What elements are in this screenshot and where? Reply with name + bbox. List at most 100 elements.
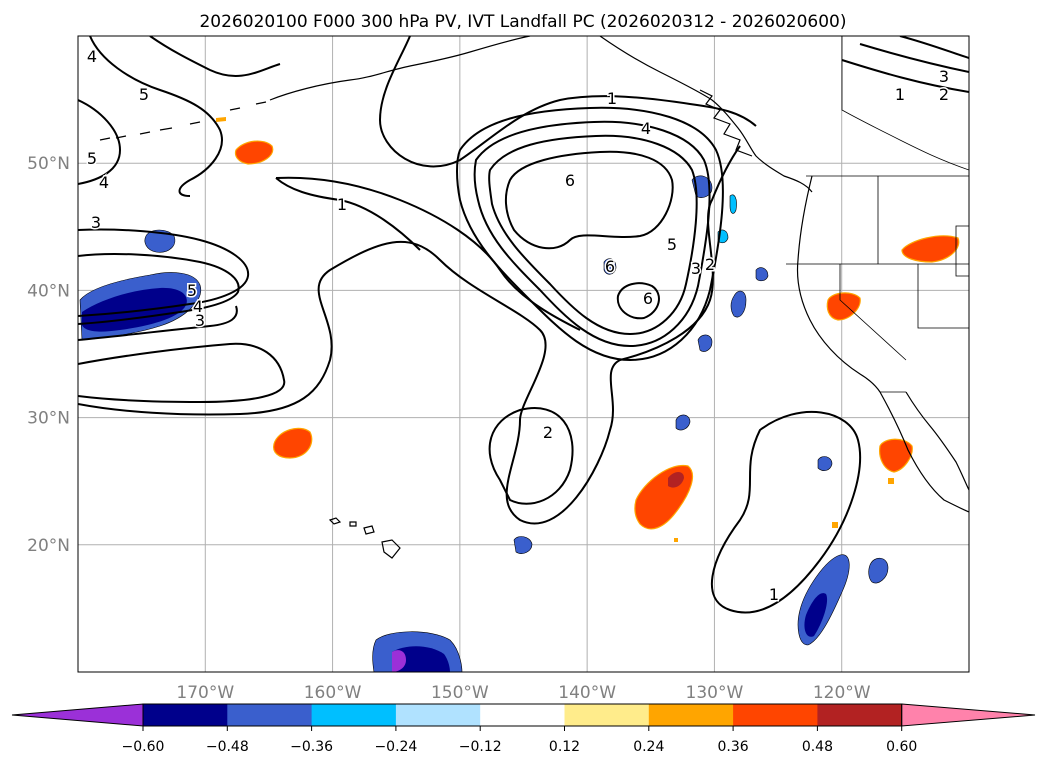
anomaly-patch-small-west — [144, 229, 176, 253]
anomaly-patch-mid — [513, 536, 533, 554]
anomaly-patch-small3 — [755, 267, 769, 282]
colorbar-segment — [395, 704, 481, 726]
contour-label: 4 — [193, 297, 203, 316]
contour-northwest — [89, 36, 223, 197]
colorbar-segment — [648, 704, 734, 726]
political-borders — [786, 36, 969, 393]
gridlines — [78, 36, 969, 672]
colorbar-tick-label: 0.60 — [886, 739, 917, 755]
colorbar-extend-high — [901, 703, 1036, 727]
lat-tick-label: 50°N — [27, 154, 70, 174]
lon-tick-label: 120°W — [813, 683, 871, 703]
contour-ring-6a — [504, 150, 674, 250]
contour-2-ring — [488, 407, 574, 505]
contour-label: 3 — [939, 67, 949, 86]
lon-tick-label: 160°W — [304, 683, 362, 703]
anomaly-patch-dot2 — [832, 522, 838, 528]
colorbar-tick-label: 0.12 — [549, 739, 580, 755]
negative-anomaly-patches — [79, 175, 889, 672]
contour-ring-2 — [473, 120, 711, 348]
colorbar-segment — [480, 704, 565, 726]
lat-tick-label: 40°N — [27, 281, 70, 301]
anomaly-patch-dot1 — [674, 538, 678, 542]
contour-label: 1 — [769, 585, 779, 604]
longitude-tick-labels: 170°W 160°W 150°W 140°W 130°W 120°W — [176, 683, 870, 703]
map-frame — [77, 35, 970, 673]
colorbar-tick-label: −0.12 — [459, 739, 502, 755]
anomaly-patch-hawaii-north — [273, 427, 313, 459]
bc-coast — [699, 89, 753, 157]
colorbar-outline — [142, 703, 903, 727]
contour-label: 6 — [605, 257, 615, 276]
contour-label: 4 — [641, 119, 651, 138]
anomaly-patch-coast2 — [697, 334, 713, 352]
state-borders — [786, 176, 969, 361]
colorbar-segment — [564, 704, 650, 726]
contour-label: 3 — [91, 213, 101, 232]
contour-west-4 — [78, 305, 238, 341]
positive-anomaly-patches — [216, 117, 960, 542]
contour-west-2 — [78, 253, 240, 325]
contour-label: 3 — [195, 311, 205, 330]
contour-ne-3 — [899, 36, 969, 59]
contour-label: 2 — [543, 423, 553, 442]
contour-center-band-2 — [275, 177, 421, 251]
anomaly-patch-great-basin — [901, 235, 960, 263]
coastlines — [99, 36, 969, 559]
contour-west-1 — [78, 228, 250, 317]
colorbar-segment — [311, 704, 397, 726]
colorbar-tick-label: −0.48 — [206, 739, 249, 755]
anomaly-patch-small4 — [603, 258, 617, 275]
anomaly-patch-south-purple — [392, 650, 406, 672]
anomaly-patch-coast1 — [730, 290, 747, 318]
contour-1-north — [378, 36, 757, 168]
contour-label: 6 — [643, 289, 653, 308]
colorbar-tick-label: 0.48 — [802, 739, 833, 755]
contour-label: 1 — [607, 89, 617, 108]
contour-label: 5 — [187, 281, 197, 300]
colorbar-segment — [227, 704, 313, 726]
anomaly-patch-central — [634, 464, 693, 530]
colorbar-extend-low — [11, 703, 144, 727]
lat-tick-label: 20°N — [27, 536, 70, 556]
lon-tick-label: 130°W — [686, 683, 744, 703]
lon-tick-label: 150°W — [431, 683, 489, 703]
anomaly-patch-central-core — [668, 472, 684, 488]
colorbar-segment — [817, 704, 903, 726]
contour-ring-1 — [456, 106, 724, 362]
lon-tick-label: 170°W — [176, 683, 234, 703]
latitude-tick-labels: 50°N 40°N 30°N 20°N — [27, 154, 70, 556]
contour-label: 3 — [691, 259, 701, 278]
anomaly-patch-small1 — [675, 414, 691, 431]
contour-label: 1 — [895, 85, 905, 104]
contour-southeast — [710, 410, 862, 614]
anomaly-patch-small6 — [729, 194, 737, 214]
colorbar-segment — [733, 704, 818, 726]
anomaly-patch-southeast-core — [804, 593, 828, 637]
contour-label: 5 — [667, 235, 677, 254]
contour-nw-3 — [78, 99, 122, 185]
aleutian-islands — [99, 101, 267, 141]
anomaly-patch-dot3 — [888, 478, 894, 484]
colorbar-segment — [143, 704, 228, 726]
contour-ne-2 — [859, 43, 969, 73]
anomaly-patch-aleutian — [234, 140, 274, 165]
contour-label: 5 — [139, 85, 149, 104]
anomaly-patch-socal — [879, 438, 913, 473]
contour-center-band — [275, 176, 581, 331]
contour-label: 2 — [705, 255, 715, 274]
contour-ring-6b — [616, 282, 660, 320]
alaska-panhandle — [599, 36, 813, 193]
map-title: 2026020100 F000 300 hPa PV, IVT Landfall… — [199, 12, 846, 32]
alaska-coast — [269, 36, 531, 101]
canada-alaska-border — [841, 36, 969, 171]
colorbar-tick-label: −0.36 — [290, 739, 333, 755]
colorbar-tick-label: −0.60 — [122, 739, 165, 755]
pv-contours — [78, 36, 969, 614]
lat-tick-label: 30°N — [27, 409, 70, 429]
contour-ne-1 — [841, 59, 969, 93]
hawaii-islands — [328, 517, 401, 559]
anomaly-patch-california — [826, 292, 861, 321]
contour-label: 6 — [565, 171, 575, 190]
anomaly-patch-south-core — [392, 646, 450, 672]
